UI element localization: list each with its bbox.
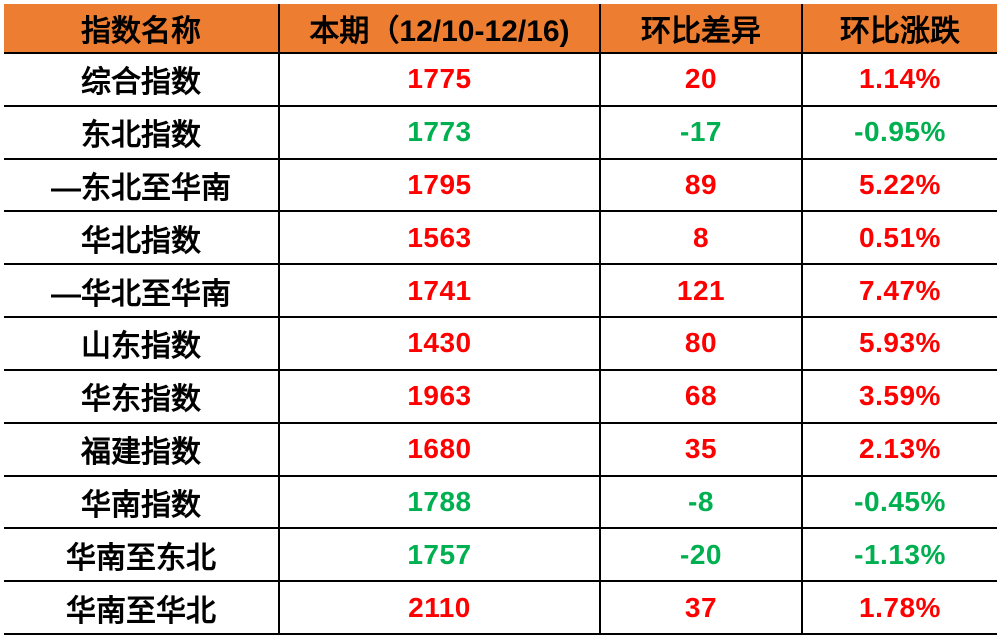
freight-index-table: 指数名称 本期（12/10-12/16) 环比差异 环比涨跌 综合指数 1775… bbox=[4, 4, 997, 635]
diff-cell: 8 bbox=[599, 211, 802, 266]
pct-cell: 5.93% bbox=[801, 317, 997, 371]
index-name-cell: 山东指数 bbox=[4, 317, 279, 371]
pct-cell: -0.95% bbox=[801, 105, 997, 160]
value-cell: 1563 bbox=[278, 211, 600, 266]
value-cell: 1741 bbox=[278, 264, 600, 319]
pct-cell: 5.22% bbox=[801, 158, 997, 213]
diff-cell: 121 bbox=[599, 264, 802, 319]
pct-cell: 0.51% bbox=[801, 211, 997, 266]
index-name-cell: 华南至东北 bbox=[4, 528, 279, 583]
table-row: 华南至华北 2110 37 1.78% bbox=[4, 581, 997, 635]
diff-cell: 80 bbox=[599, 317, 802, 371]
index-name-cell: 福建指数 bbox=[4, 422, 279, 477]
value-cell: 1775 bbox=[278, 53, 600, 107]
table-row: 综合指数 1775 20 1.14% bbox=[4, 53, 997, 107]
diff-cell: 37 bbox=[599, 581, 802, 635]
table-row: —东北至华南 1795 89 5.22% bbox=[4, 158, 997, 213]
diff-cell: 35 bbox=[599, 422, 802, 477]
index-name-cell: 华南至华北 bbox=[4, 581, 279, 635]
table-row: —华北至华南 1741 121 7.47% bbox=[4, 264, 997, 319]
table-header: 指数名称 本期（12/10-12/16) 环比差异 环比涨跌 bbox=[4, 4, 997, 54]
value-cell: 1795 bbox=[278, 158, 600, 213]
pct-cell: 3.59% bbox=[801, 369, 997, 424]
value-cell: 1680 bbox=[278, 422, 600, 477]
pct-cell: -0.45% bbox=[801, 475, 997, 530]
value-cell: 1788 bbox=[278, 475, 600, 530]
index-name-cell: —东北至华南 bbox=[4, 158, 279, 213]
table-row: 华东指数 1963 68 3.59% bbox=[4, 369, 997, 424]
diff-cell: 68 bbox=[599, 369, 802, 424]
table-body: 综合指数 1775 20 1.14% 东北指数 1773 -17 -0.95% … bbox=[4, 53, 997, 635]
header-diff: 环比差异 bbox=[599, 4, 802, 54]
pct-cell: 2.13% bbox=[801, 422, 997, 477]
value-cell: 1963 bbox=[278, 369, 600, 424]
pct-cell: 1.14% bbox=[801, 53, 997, 107]
table-row: 东北指数 1773 -17 -0.95% bbox=[4, 105, 997, 160]
pct-cell: -1.13% bbox=[801, 528, 997, 583]
table-row: 华南至东北 1757 -20 -1.13% bbox=[4, 528, 997, 583]
table-row: 山东指数 1430 80 5.93% bbox=[4, 317, 997, 371]
index-name-cell: 华北指数 bbox=[4, 211, 279, 266]
diff-cell: -20 bbox=[599, 528, 802, 583]
value-cell: 1757 bbox=[278, 528, 600, 583]
index-name-cell: 华东指数 bbox=[4, 369, 279, 424]
index-name-cell: —华北至华南 bbox=[4, 264, 279, 319]
index-name-cell: 华南指数 bbox=[4, 475, 279, 530]
index-name-cell: 综合指数 bbox=[4, 53, 279, 107]
header-current-period: 本期（12/10-12/16) bbox=[278, 4, 600, 54]
index-name-cell: 东北指数 bbox=[4, 105, 279, 160]
header-row: 指数名称 本期（12/10-12/16) 环比差异 环比涨跌 bbox=[4, 4, 997, 54]
table-row: 华南指数 1788 -8 -0.45% bbox=[4, 475, 997, 530]
table-row: 华北指数 1563 8 0.51% bbox=[4, 211, 997, 266]
value-cell: 2110 bbox=[278, 581, 600, 635]
value-cell: 1430 bbox=[278, 317, 600, 371]
diff-cell: -17 bbox=[599, 105, 802, 160]
pct-cell: 1.78% bbox=[801, 581, 997, 635]
diff-cell: 89 bbox=[599, 158, 802, 213]
header-pct-change: 环比涨跌 bbox=[801, 4, 997, 54]
diff-cell: 20 bbox=[599, 53, 802, 107]
header-index-name: 指数名称 bbox=[4, 4, 279, 54]
diff-cell: -8 bbox=[599, 475, 802, 530]
table-row: 福建指数 1680 35 2.13% bbox=[4, 422, 997, 477]
value-cell: 1773 bbox=[278, 105, 600, 160]
pct-cell: 7.47% bbox=[801, 264, 997, 319]
